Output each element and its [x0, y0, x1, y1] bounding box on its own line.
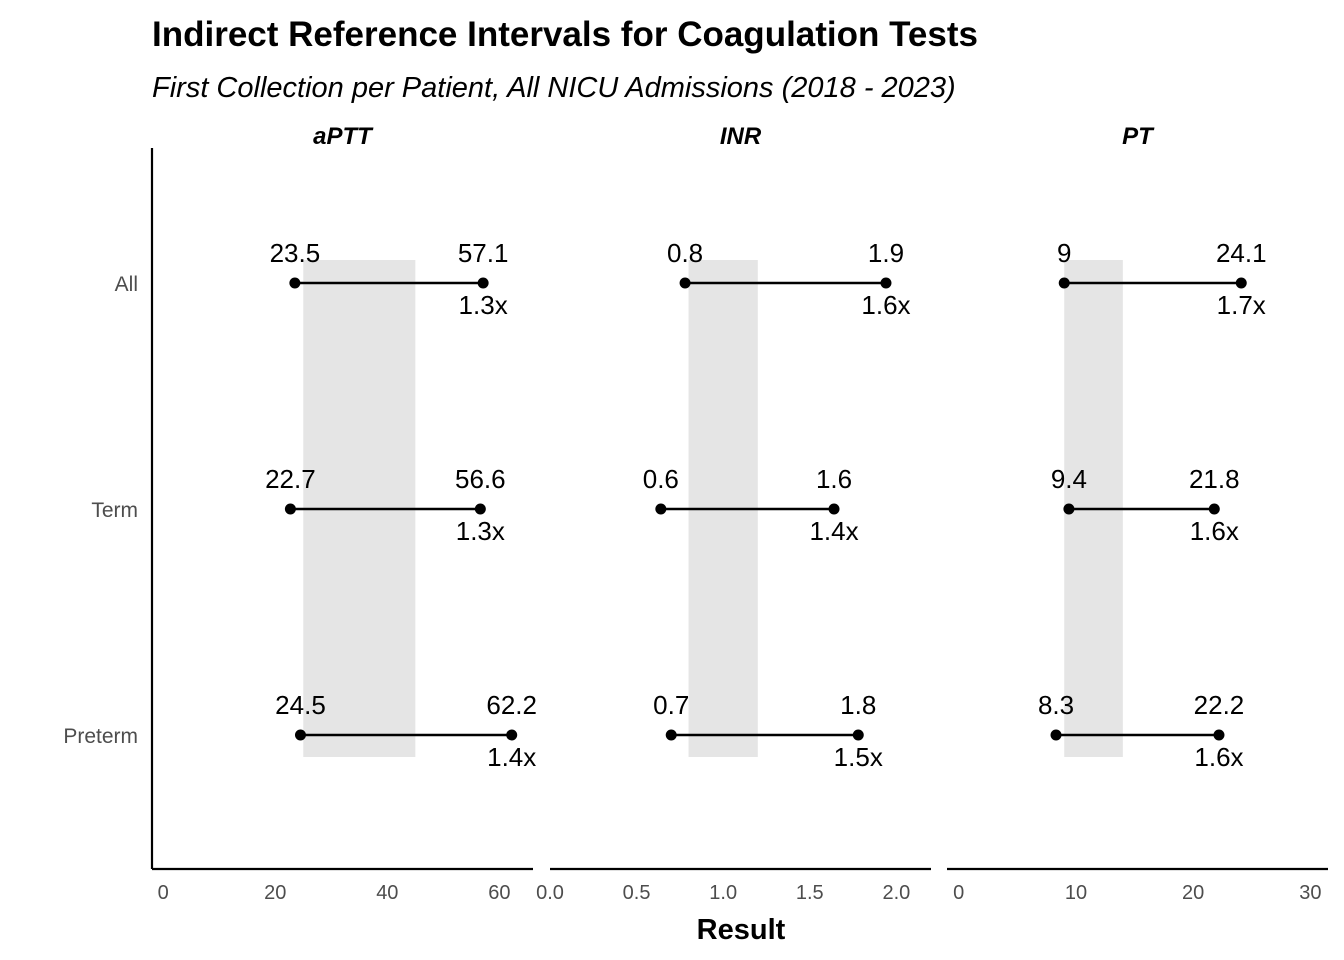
x-tick-label-inr: 1.0 — [709, 882, 737, 904]
chart-subtitle: First Collection per Patient, All NICU A… — [152, 72, 956, 104]
x-tick-label-inr: 2.0 — [882, 882, 910, 904]
label-ratio-inr-term: 1.4x — [809, 516, 858, 546]
x-tick-label-pt: 10 — [1065, 882, 1087, 904]
label-low-aptt-term: 22.7 — [265, 464, 316, 494]
panel-strip-aptt: aPTT — [313, 123, 374, 150]
label-low-inr-preterm: 0.7 — [653, 690, 689, 720]
label-ratio-aptt-term: 1.3x — [456, 516, 505, 546]
label-ratio-pt-preterm: 1.6x — [1194, 742, 1243, 772]
point-high-inr-all — [880, 277, 892, 289]
label-low-pt-term: 9.4 — [1051, 464, 1087, 494]
point-low-pt-term — [1063, 503, 1075, 515]
label-ratio-inr-all: 1.6x — [861, 290, 910, 320]
x-tick-label-aptt: 60 — [488, 882, 510, 904]
point-high-pt-all — [1235, 277, 1247, 289]
x-tick-label-aptt: 0 — [158, 882, 169, 904]
point-high-aptt-preterm — [506, 729, 518, 741]
point-low-inr-preterm — [665, 729, 677, 741]
label-high-pt-all: 24.1 — [1216, 238, 1267, 268]
point-low-pt-preterm — [1050, 729, 1062, 741]
label-low-aptt-preterm: 24.5 — [275, 690, 326, 720]
point-high-inr-term — [828, 503, 840, 515]
label-low-inr-all: 0.8 — [667, 238, 703, 268]
y-tick-label-term: Term — [91, 499, 138, 522]
panel-strip-pt: PT — [1122, 123, 1155, 150]
point-high-aptt-all — [477, 277, 489, 289]
label-low-aptt-all: 23.5 — [270, 238, 321, 268]
x-tick-label-pt: 20 — [1182, 882, 1204, 904]
x-axis-label: Result — [697, 914, 786, 946]
label-high-inr-preterm: 1.8 — [840, 690, 876, 720]
label-ratio-aptt-preterm: 1.4x — [487, 742, 536, 772]
x-tick-label-inr: 0.5 — [623, 882, 651, 904]
label-high-inr-all: 1.9 — [868, 238, 904, 268]
point-high-aptt-term — [474, 503, 486, 515]
point-low-aptt-all — [289, 277, 301, 289]
label-high-aptt-preterm: 62.2 — [486, 690, 537, 720]
label-ratio-pt-term: 1.6x — [1190, 516, 1239, 546]
label-low-pt-preterm: 8.3 — [1038, 690, 1074, 720]
point-low-inr-all — [679, 277, 691, 289]
point-low-pt-all — [1058, 277, 1070, 289]
x-tick-label-inr: 0.0 — [536, 882, 564, 904]
x-tick-label-pt: 30 — [1299, 882, 1321, 904]
y-tick-label-all: All — [115, 273, 138, 296]
label-high-pt-preterm: 22.2 — [1194, 690, 1245, 720]
label-low-inr-term: 0.6 — [643, 464, 679, 494]
x-tick-label-aptt: 40 — [376, 882, 398, 904]
point-low-aptt-term — [284, 503, 296, 515]
x-tick-label-pt: 0 — [953, 882, 964, 904]
x-tick-label-aptt: 20 — [264, 882, 286, 904]
label-high-aptt-all: 57.1 — [458, 238, 509, 268]
label-ratio-inr-preterm: 1.5x — [834, 742, 883, 772]
point-high-pt-preterm — [1213, 729, 1225, 741]
point-low-aptt-preterm — [294, 729, 306, 741]
x-tick-label-inr: 1.5 — [796, 882, 824, 904]
panel-strip-inr: INR — [720, 123, 762, 150]
y-tick-label-preterm: Preterm — [63, 725, 138, 748]
chart-title: Indirect Reference Intervals for Coagula… — [152, 15, 978, 54]
label-ratio-pt-all: 1.7x — [1217, 290, 1266, 320]
label-high-inr-term: 1.6 — [816, 464, 852, 494]
label-low-pt-all: 9 — [1057, 238, 1071, 268]
point-high-pt-term — [1208, 503, 1220, 515]
point-high-inr-preterm — [852, 729, 864, 741]
plot-area: All Term Preterm aPTT 0 20 40 60 23.5 57.1 1.3x 22.… — [63, 123, 1328, 904]
label-high-aptt-term: 56.6 — [455, 464, 506, 494]
label-ratio-aptt-all: 1.3x — [459, 290, 508, 320]
label-high-pt-term: 21.8 — [1189, 464, 1240, 494]
point-low-inr-term — [655, 503, 667, 515]
